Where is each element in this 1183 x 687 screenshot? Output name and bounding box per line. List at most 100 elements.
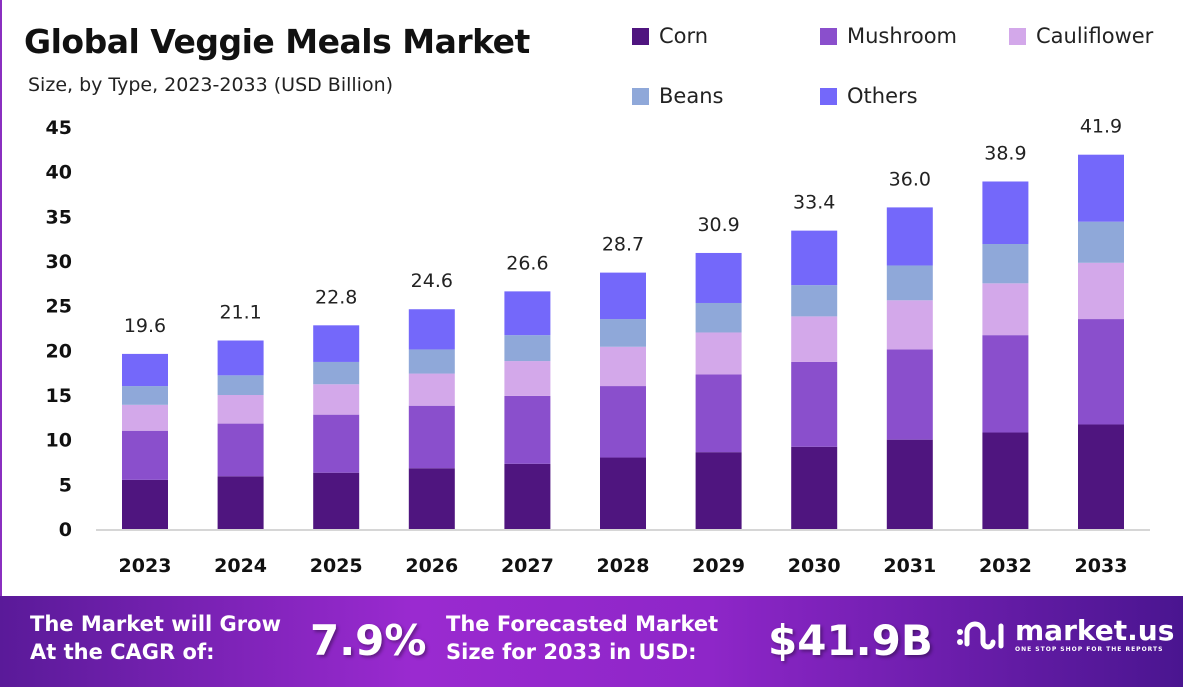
chart-title: Global Veggie Meals Market: [24, 22, 530, 61]
x-tick-label: 2031: [883, 555, 936, 577]
y-tick-label: 40: [46, 162, 72, 184]
legend-label: Mushroom: [847, 24, 958, 48]
legend-item-others: Others: [820, 84, 918, 108]
x-tick-label: 2033: [1075, 555, 1128, 577]
bar-segment-cauliflower: [217, 395, 264, 424]
bar-total-label: 22.8: [315, 286, 357, 308]
bar-segment-beans: [217, 375, 264, 395]
legend-label: Cauliflower: [1036, 24, 1154, 48]
bar-segment-mushroom: [504, 395, 551, 464]
x-tick-label: 2024: [214, 555, 267, 577]
bar-segment-beans: [122, 386, 168, 405]
forecast-label-line2: Size for 2033 in USD:: [446, 640, 697, 664]
legend-label: Beans: [659, 84, 724, 108]
y-tick-label: 15: [46, 385, 72, 407]
stacked-bar-chart: 05101520253035404519.6202321.1202422.820…: [46, 116, 1150, 577]
x-tick-label: 2026: [405, 555, 458, 577]
cagr-label-line2: At the CAGR of:: [30, 640, 215, 664]
legend-label: Others: [847, 84, 918, 108]
y-tick-label: 45: [46, 117, 72, 139]
bar-segment-mushroom: [217, 423, 264, 477]
forecast-label: The Forecasted Market Size for 2033 in U…: [446, 610, 718, 666]
bar-segment-cauliflower: [313, 384, 360, 415]
bar-segment-beans: [504, 335, 551, 362]
bar-segment-cauliflower: [504, 361, 551, 396]
bar-segment-cauliflower: [122, 404, 168, 431]
chart-subtitle: Size, by Type, 2023-2033 (USD Billion): [28, 74, 394, 96]
bar-segment-corn: [408, 468, 455, 529]
bar-segment-beans: [791, 285, 838, 317]
bar-segment-others: [217, 340, 264, 376]
bar-segment-others: [600, 272, 646, 320]
x-tick-label: 2025: [310, 555, 363, 577]
bar-segment-cauliflower: [1078, 262, 1124, 320]
bar-segment-corn: [600, 457, 646, 529]
forecast-value: $41.9B: [768, 616, 933, 665]
bar-segment-corn: [504, 463, 551, 529]
legend-item-corn: Corn: [632, 24, 708, 48]
x-tick-label: 2029: [692, 555, 745, 577]
x-tick-label: 2032: [979, 555, 1032, 577]
bar-segment-others: [1078, 154, 1124, 222]
y-tick-label: 0: [59, 519, 72, 541]
legend-swatch: [632, 27, 649, 45]
bar-segment-corn: [313, 472, 360, 529]
legend-swatch: [820, 27, 837, 45]
bar-segment-beans: [886, 265, 933, 301]
x-tick-label: 2027: [501, 555, 554, 577]
bar-segment-others: [408, 309, 455, 350]
bar-segment-corn: [791, 446, 838, 529]
y-tick-label: 35: [46, 206, 72, 228]
y-tick-label: 30: [46, 251, 72, 273]
bar-total-label: 38.9: [984, 142, 1026, 164]
bar-segment-others: [313, 325, 360, 362]
bar-segment-mushroom: [982, 335, 1029, 433]
bar-segment-others: [886, 207, 933, 266]
legend-item-mushroom: Mushroom: [820, 24, 957, 48]
bar-segment-others: [982, 181, 1029, 245]
bar-segment-corn: [695, 452, 742, 529]
bar-segment-beans: [313, 361, 360, 385]
logo-icon: [957, 621, 1004, 650]
cagr-label: The Market will Grow At the CAGR of:: [30, 610, 281, 666]
bar-total-label: 21.1: [219, 302, 261, 324]
bar-segment-mushroom: [600, 386, 646, 458]
bar-segment-beans: [1078, 221, 1124, 263]
x-tick-label: 2023: [119, 555, 172, 577]
legend-label: Corn: [659, 24, 709, 48]
logo-tagline: ONE STOP SHOP FOR THE REPORTS: [1015, 645, 1164, 653]
bar-segment-corn: [886, 439, 933, 529]
bar-segment-beans: [408, 349, 455, 374]
bar-segment-corn: [122, 479, 168, 529]
bar-segment-mushroom: [695, 374, 742, 453]
bar-segment-cauliflower: [886, 300, 933, 350]
bar-total-label: 26.6: [506, 252, 548, 274]
bar-segment-corn: [217, 476, 264, 529]
y-tick-label: 10: [46, 430, 72, 452]
bar-segment-mushroom: [122, 430, 168, 480]
bar-segment-beans: [982, 244, 1029, 284]
bar-segment-mushroom: [886, 349, 933, 440]
y-tick-label: 25: [46, 296, 72, 318]
bar-segment-others: [504, 291, 551, 336]
footer-banner: The Market will Grow At the CAGR of: 7.9…: [0, 596, 1183, 687]
bar-segment-mushroom: [408, 405, 455, 469]
bar-segment-cauliflower: [695, 332, 742, 375]
legend-swatch: [1009, 27, 1026, 45]
legend-item-cauliflower: Cauliflower: [1009, 24, 1153, 48]
bar-segment-corn: [982, 432, 1029, 529]
x-tick-label: 2030: [788, 555, 841, 577]
y-tick-label: 20: [46, 340, 72, 362]
bar-segment-others: [695, 252, 742, 303]
bar-total-label: 28.7: [602, 234, 644, 256]
bar-segment-mushroom: [1078, 319, 1124, 425]
bar-total-label: 19.6: [124, 315, 166, 337]
bar-segment-cauliflower: [408, 373, 455, 406]
market-us-logo: market.us ONE STOP SHOP FOR THE REPORTS: [955, 614, 1174, 654]
bar-total-label: 24.6: [411, 270, 453, 292]
y-tick-label: 5: [59, 474, 72, 496]
chart-frame: [0, 0, 1183, 596]
bar-segment-mushroom: [313, 414, 360, 473]
bar-total-label: 41.9: [1080, 116, 1122, 138]
bar-segment-others: [122, 353, 168, 387]
